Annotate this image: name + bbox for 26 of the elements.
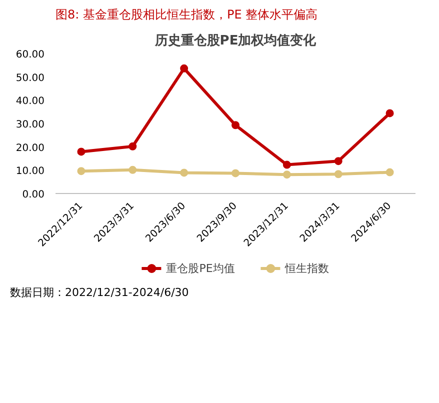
y-tick-label: 40.00 xyxy=(16,96,45,108)
chart-subtitle: 图8: 基金重仓股相比恒生指数，PE 整体水平偏高 xyxy=(56,8,318,22)
point xyxy=(180,64,188,72)
point xyxy=(232,169,240,178)
y-tick-label: 10.00 xyxy=(16,166,45,178)
point xyxy=(386,168,394,176)
point xyxy=(386,109,394,118)
legend-label: 重仓股PE均值 xyxy=(166,260,235,276)
point xyxy=(128,142,137,150)
point xyxy=(232,121,240,130)
point xyxy=(128,166,137,174)
y-tick-label: 20.00 xyxy=(16,142,45,154)
point xyxy=(77,148,86,156)
point xyxy=(282,170,291,179)
y-tick-label: 50.00 xyxy=(16,72,45,84)
point xyxy=(77,167,86,176)
y-tick-label: 60.00 xyxy=(16,50,45,60)
legend-label: 恒生指数 xyxy=(284,260,329,276)
y-tick-label: 30.00 xyxy=(16,120,45,130)
point xyxy=(334,157,342,166)
point xyxy=(334,170,342,178)
text: 数据日期：2022/12/31-2024/6/30 xyxy=(10,285,189,301)
chart-title: 历史重仓股PE加权均值变化 xyxy=(154,32,318,48)
point xyxy=(180,168,188,177)
point xyxy=(282,160,291,169)
y-tick-label: 0.00 xyxy=(22,190,44,200)
